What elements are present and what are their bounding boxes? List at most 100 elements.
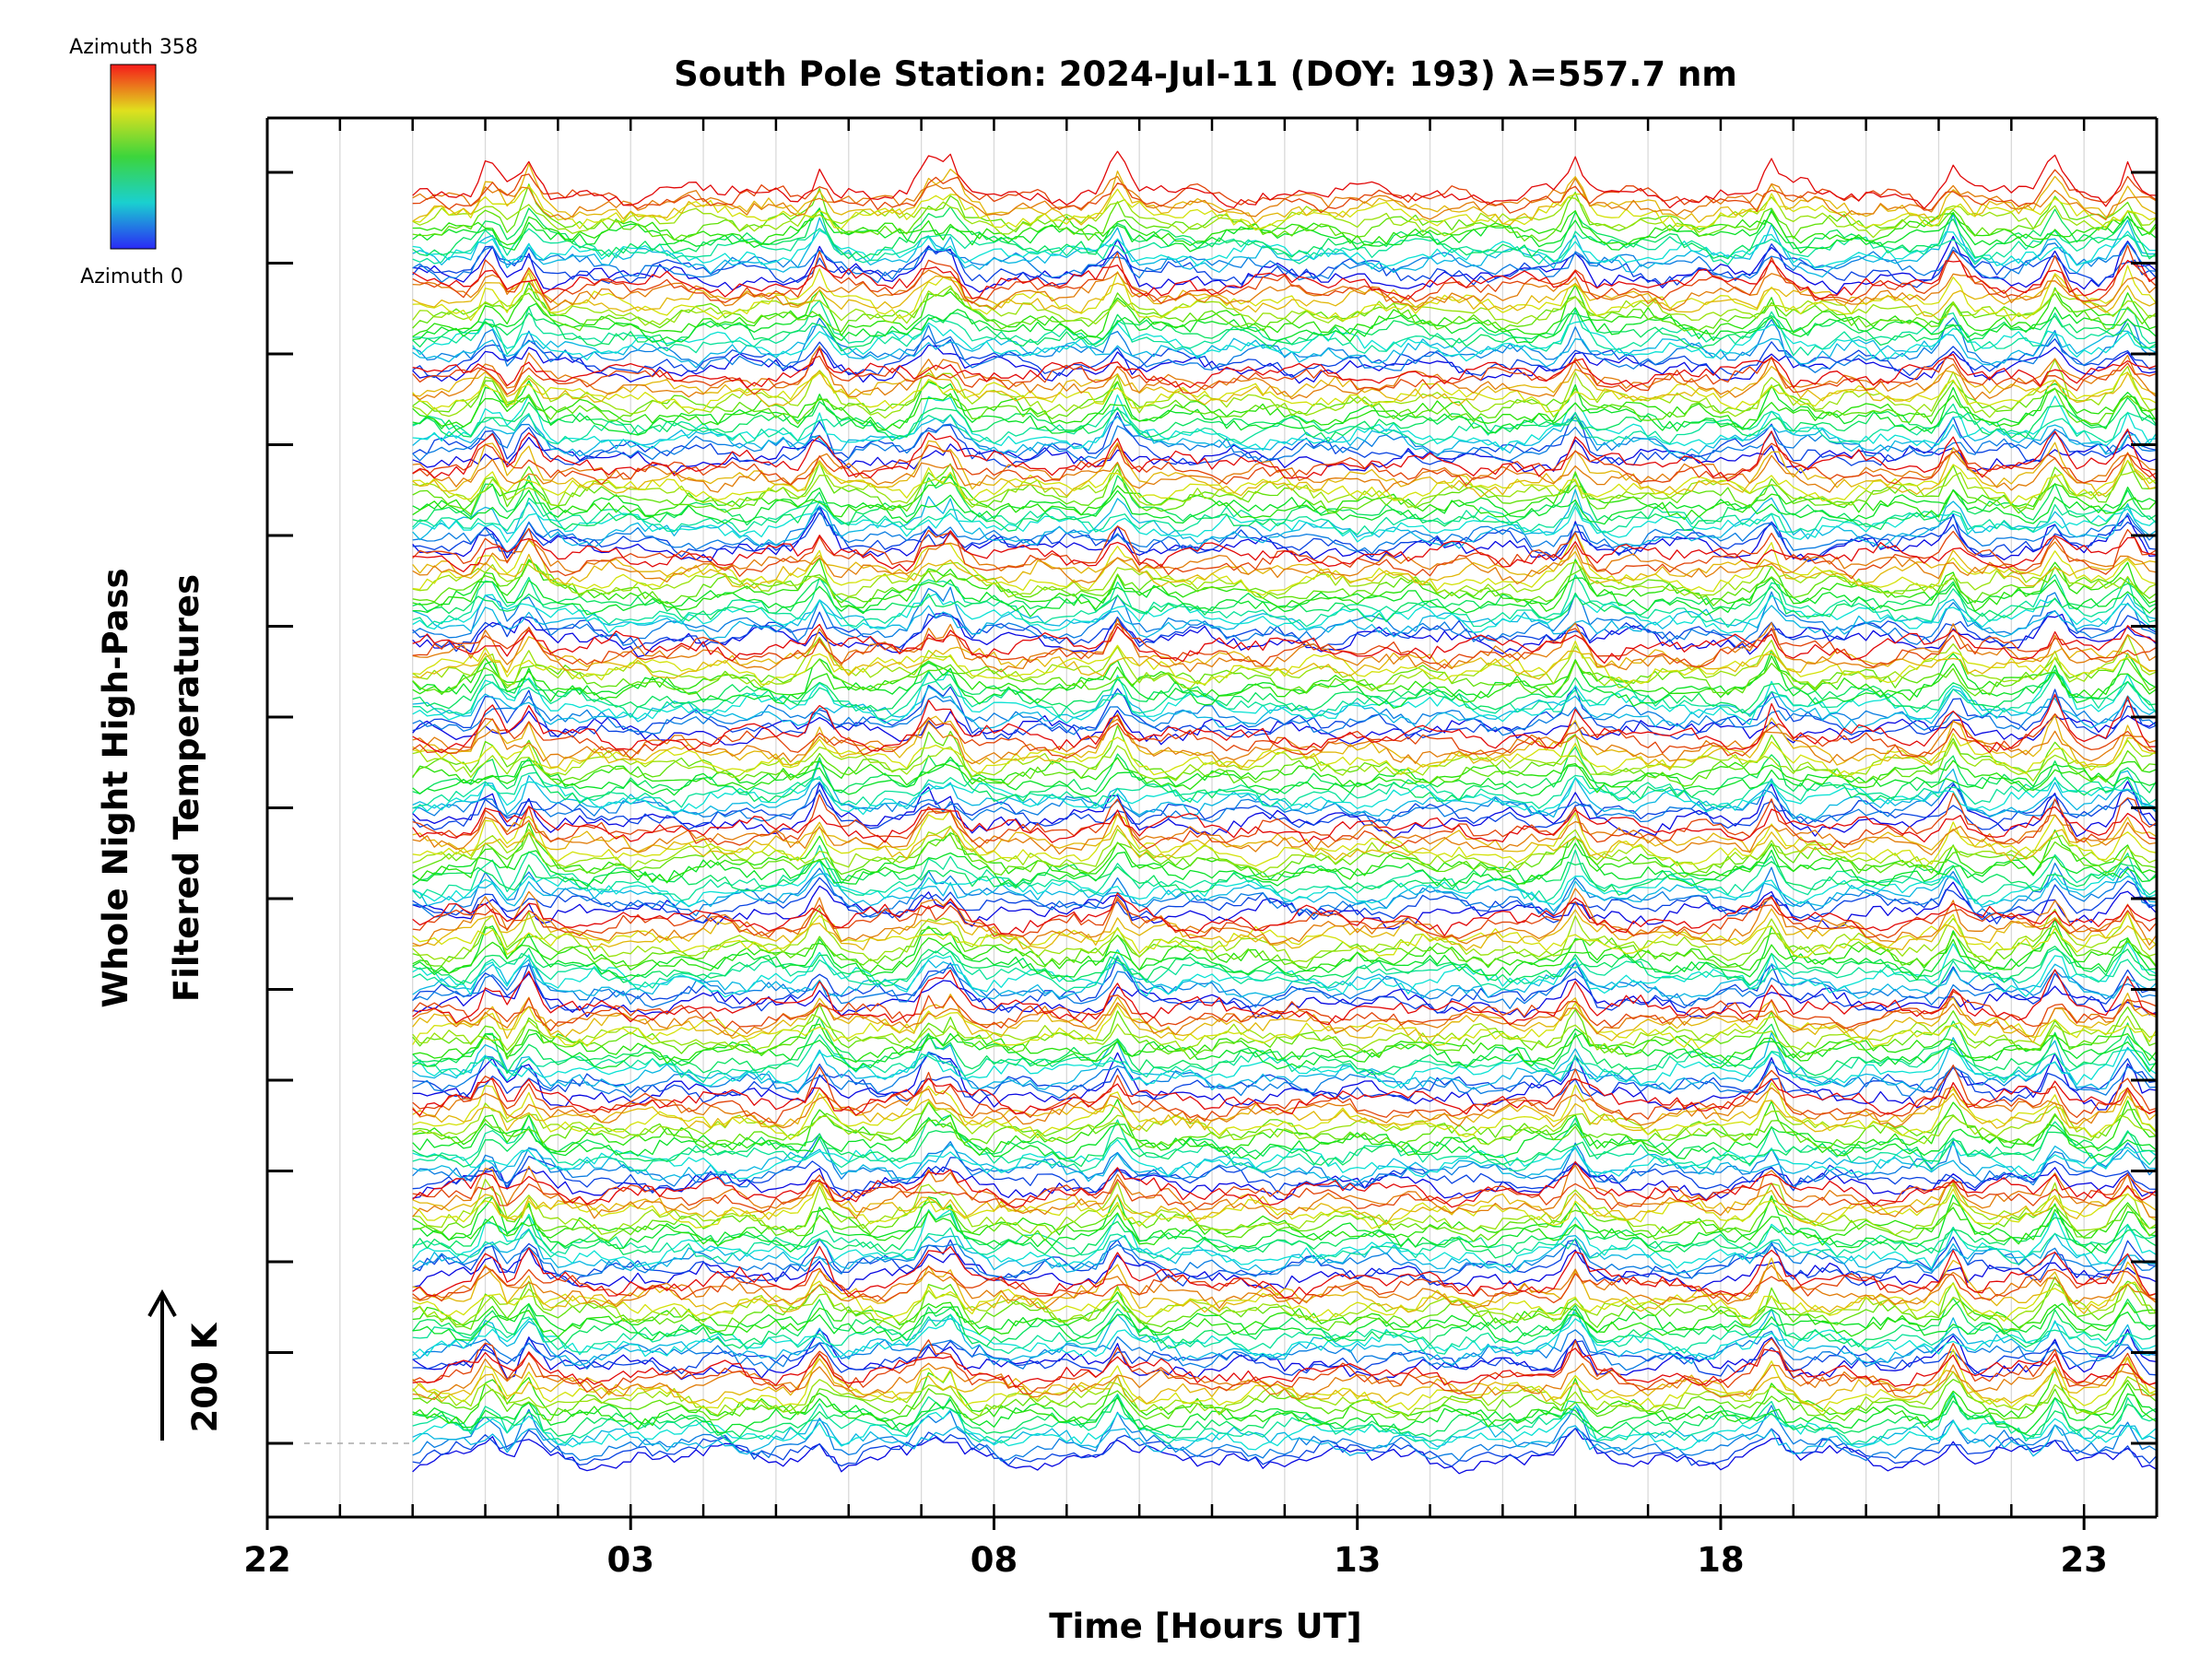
x-tick-label: 23	[2060, 1540, 2108, 1580]
azimuth-trace	[412, 612, 2158, 658]
x-axis-label: Time [Hours UT]	[1049, 1606, 1361, 1646]
azimuth-trace	[412, 1282, 2158, 1327]
azimuth-trace	[412, 998, 2158, 1038]
azimuth-trace	[412, 1308, 2158, 1367]
azimuth-trace	[412, 946, 2158, 987]
azimuth-trace	[412, 1181, 2158, 1230]
azimuth-trace	[412, 1393, 2158, 1434]
azimuth-trace	[412, 1034, 2158, 1083]
azimuth-trace	[412, 1358, 2158, 1401]
azimuth-trace	[412, 806, 2158, 845]
azimuth-trace	[412, 1178, 2158, 1236]
azimuth-trace	[412, 844, 2158, 902]
azimuth-trace	[412, 825, 2158, 874]
azimuth-trace	[412, 822, 2158, 885]
azimuth-trace	[412, 442, 2158, 487]
azimuth-trace	[412, 919, 2158, 981]
x-tick-label: 13	[1334, 1540, 1382, 1580]
colorbar-top-label: Azimuth 358	[69, 36, 198, 59]
azimuth-colorbar	[110, 64, 157, 250]
azimuth-trace	[412, 1337, 2158, 1395]
azimuth-trace	[412, 657, 2158, 697]
azimuth-trace	[412, 317, 2158, 373]
azimuth-trace	[412, 403, 2158, 446]
azimuth-trace	[412, 1394, 2158, 1439]
azimuth-trace	[412, 486, 2158, 525]
azimuth-trace	[412, 473, 2158, 532]
plot-axes	[265, 116, 2159, 1530]
azimuth-trace	[412, 817, 2158, 863]
azimuth-trace	[412, 733, 2158, 777]
azimuth-trace	[412, 1082, 2158, 1140]
azimuth-trace	[412, 500, 2158, 544]
azimuth-trace	[412, 1117, 2158, 1160]
azimuth-trace	[412, 634, 2158, 692]
azimuth-trace	[412, 1164, 2158, 1220]
azimuth-trace	[412, 781, 2158, 840]
azimuth-trace	[412, 428, 2158, 482]
azimuth-trace	[412, 530, 2158, 572]
azimuth-trace	[412, 488, 2158, 549]
azimuth-trace	[412, 423, 2158, 465]
azimuth-trace	[412, 1139, 2158, 1180]
azimuth-trace	[412, 344, 2158, 384]
azimuth-trace	[412, 695, 2158, 736]
azimuth-trace	[412, 1051, 2158, 1100]
azimuth-trace	[412, 892, 2158, 937]
azimuth-trace	[412, 623, 2158, 665]
azimuth-trace	[412, 1228, 2158, 1274]
azimuth-trace	[412, 636, 2157, 680]
azimuth-trace	[412, 1208, 2158, 1270]
azimuth-trace	[412, 1392, 2158, 1445]
azimuth-trace	[412, 1160, 2158, 1208]
azimuth-trace	[412, 618, 2158, 673]
azimuth-trace	[412, 1405, 2158, 1462]
x-tick-label: 03	[606, 1540, 654, 1580]
azimuth-trace	[412, 380, 2158, 436]
azimuth-trace	[412, 1313, 2158, 1360]
y-axis-label-line1: Whole Night High-Pass	[96, 568, 135, 1007]
azimuth-trace	[412, 1031, 2158, 1094]
x-tick-labels: 22 03 08 13 18 23	[243, 1540, 2108, 1580]
azimuth-trace	[412, 561, 2158, 599]
azimuth-trace	[412, 371, 2158, 413]
azimuth-trace	[412, 396, 2158, 442]
azimuth-trace	[412, 654, 2158, 704]
azimuth-trace	[412, 324, 2158, 369]
azimuth-trace	[412, 1428, 2158, 1475]
azimuth-trace	[412, 265, 2158, 322]
x-tick-label: 18	[1697, 1540, 1745, 1580]
azimuth-trace	[412, 1276, 2158, 1333]
azimuth-trace	[412, 1114, 2158, 1172]
azimuth-trace	[412, 321, 2158, 362]
azimuth-trace	[412, 789, 2158, 830]
azimuth-trace	[412, 1406, 2158, 1451]
azimuth-trace	[412, 209, 2158, 246]
azimuth-trace	[412, 1298, 2158, 1349]
azimuth-trace	[412, 335, 2158, 379]
azimuth-trace	[412, 508, 2158, 555]
azimuth-trace	[412, 578, 2158, 623]
azimuth-trace	[412, 573, 2158, 629]
azimuth-trace	[412, 969, 2158, 1026]
azimuth-trace	[412, 1245, 2158, 1299]
x-tick-label: 08	[971, 1540, 1018, 1580]
azimuth-trace	[412, 312, 2158, 352]
azimuth-trace	[412, 959, 2158, 1000]
azimuth-trace	[412, 859, 2158, 907]
azimuth-trace	[412, 1328, 2158, 1382]
azimuth-trace	[412, 355, 2158, 395]
x-tick-label: 22	[243, 1540, 291, 1580]
scale-bar-arrowhead	[147, 1288, 177, 1317]
azimuth-trace	[412, 1195, 2158, 1242]
azimuth-trace	[412, 436, 2158, 475]
azimuth-trace	[412, 775, 2158, 816]
azimuth-trace	[412, 538, 2158, 585]
azimuth-trace	[412, 346, 2158, 401]
azimuth-trace	[412, 206, 2158, 260]
azimuth-trace	[412, 560, 2158, 606]
azimuth-trace	[412, 1291, 2157, 1338]
azimuth-trace	[412, 282, 2158, 338]
azimuth-trace	[412, 641, 2158, 686]
azimuth-trace	[412, 1017, 2158, 1077]
